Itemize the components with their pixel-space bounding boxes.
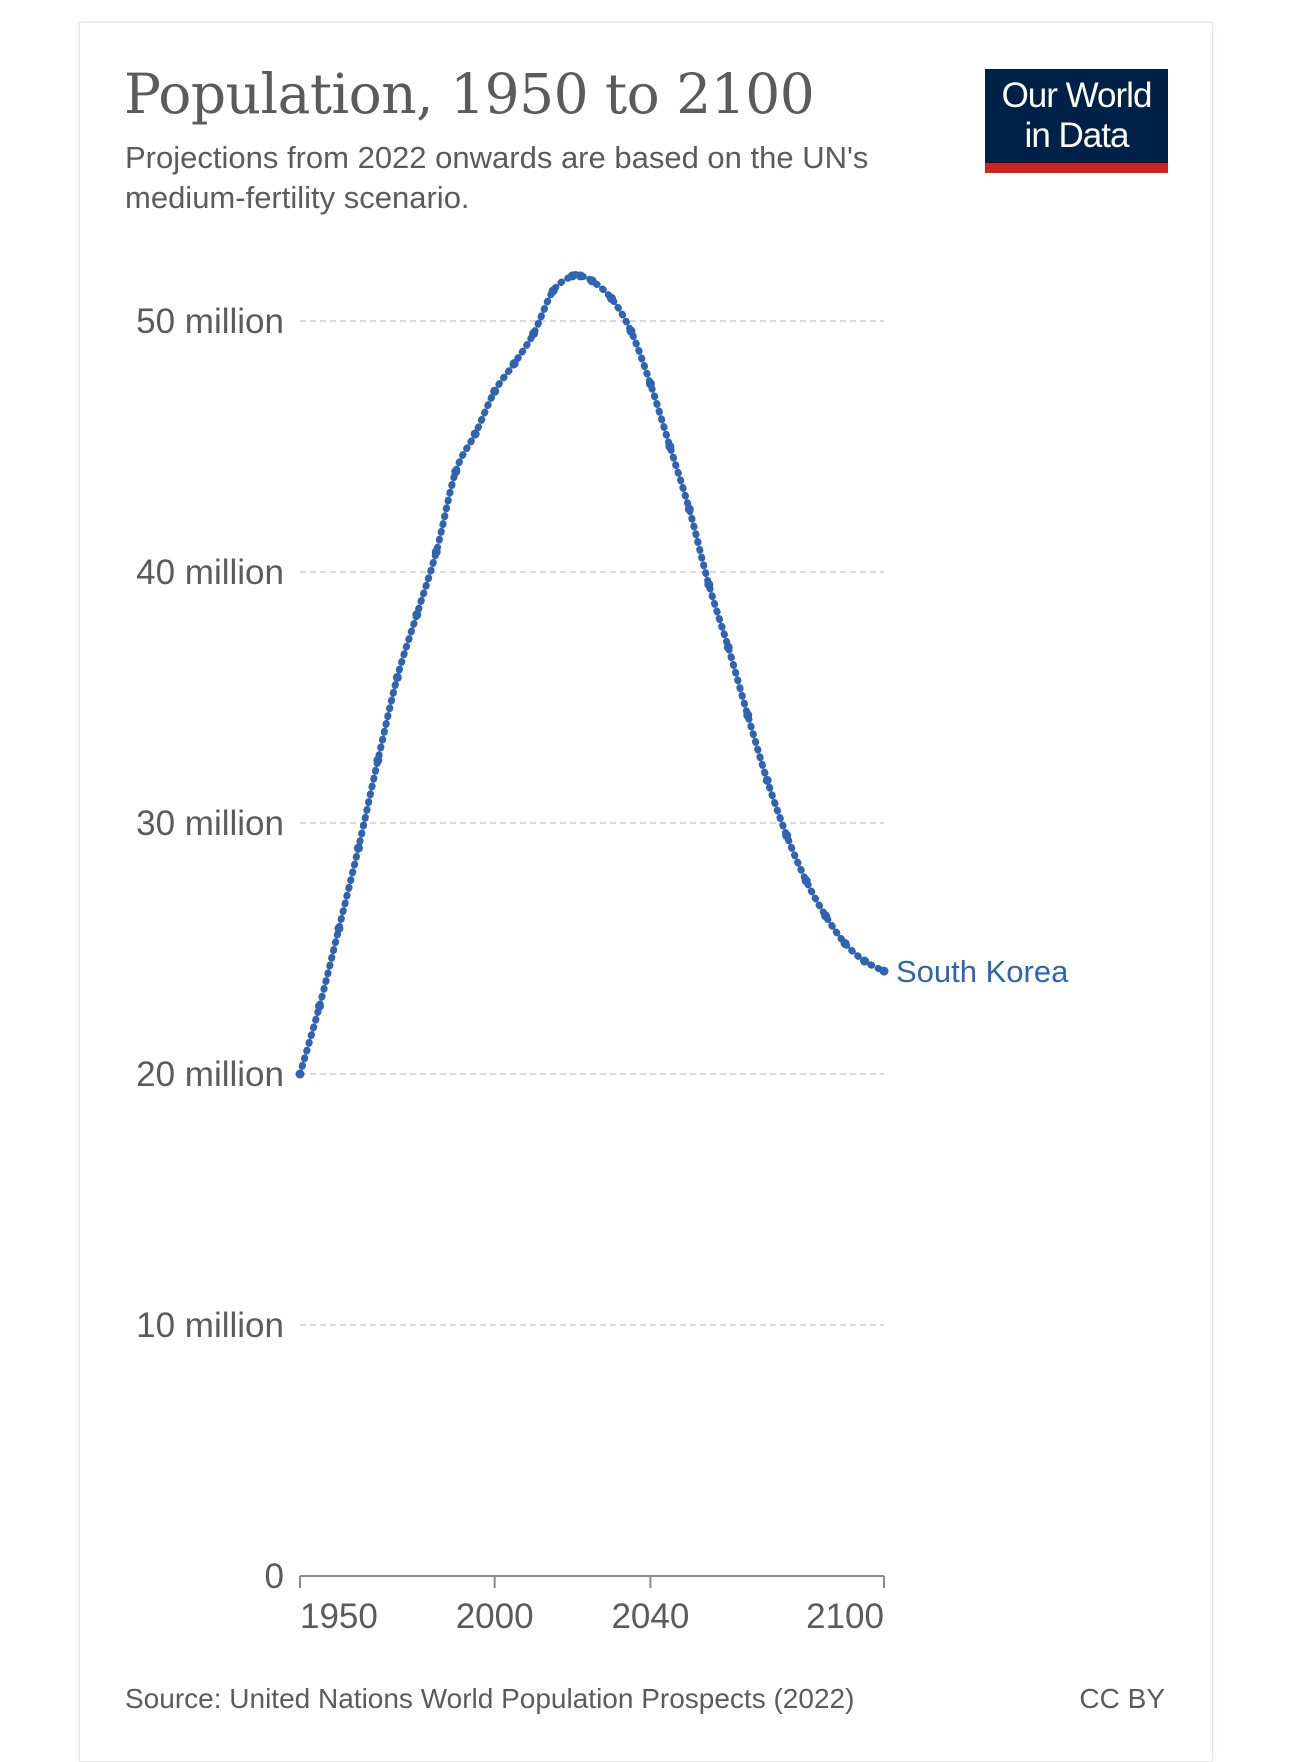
data-point[interactable] [412, 610, 422, 620]
data-point[interactable] [860, 956, 870, 966]
data-point[interactable] [626, 326, 636, 336]
data-point[interactable] [762, 775, 772, 785]
data-point[interactable] [684, 504, 694, 514]
series-layer: South Korea [295, 271, 1069, 1079]
data-point[interactable] [723, 642, 733, 652]
data-point[interactable] [392, 672, 402, 682]
data-point[interactable] [353, 843, 363, 853]
x-tick-label: 1950 [300, 1597, 378, 1636]
x-tick-label: 2000 [456, 1597, 534, 1636]
data-point[interactable] [529, 329, 539, 339]
chart-title: Population, 1950 to 2100 [124, 62, 815, 126]
data-point[interactable] [490, 386, 500, 396]
data-point[interactable] [704, 580, 714, 590]
data-point[interactable] [645, 379, 655, 389]
data-point[interactable] [879, 966, 889, 976]
y-tick-label: 50 million [136, 302, 284, 341]
chart-card [79, 22, 1213, 1762]
data-point[interactable] [743, 710, 753, 720]
data-point[interactable] [587, 276, 597, 286]
data-point[interactable] [665, 442, 675, 451]
y-tick-label: 30 million [136, 804, 284, 843]
data-point[interactable] [451, 467, 461, 477]
data-point[interactable] [295, 1069, 305, 1079]
data-point[interactable] [548, 286, 558, 296]
data-point[interactable] [782, 831, 792, 841]
data-point[interactable] [606, 293, 616, 303]
data-point[interactable] [314, 1001, 324, 1011]
source-note[interactable]: Source: United Nations World Population … [125, 1683, 855, 1714]
y-axis-ticks: 0 10 million 20 million 30 million 40 millio… [136, 302, 284, 1596]
data-point[interactable] [840, 938, 850, 948]
owid-logo[interactable]: Our World in Data [985, 69, 1168, 173]
data-point[interactable] [334, 923, 344, 933]
series-label[interactable]: South Korea [896, 954, 1069, 989]
y-tick-label: 20 million [136, 1055, 284, 1094]
x-axis: 1950 2000 2040 2100 [299, 1575, 885, 1636]
logo-line-1: Our World [1001, 76, 1153, 115]
data-point[interactable] [509, 359, 519, 369]
y-tick-label: 40 million [136, 553, 284, 592]
grid-lines [300, 320, 884, 1326]
data-point[interactable] [801, 876, 811, 886]
data-point[interactable] [431, 547, 441, 557]
y-tick-label: 0 [265, 1557, 284, 1596]
license-link[interactable]: CC BY [1079, 1683, 1165, 1714]
data-point[interactable] [568, 271, 578, 281]
data-point[interactable] [575, 271, 585, 281]
data-point[interactable] [373, 755, 383, 765]
series-line-south-korea[interactable] [296, 271, 888, 1078]
chart-subtitle: Projections from 2022 onwards are based … [125, 140, 869, 215]
x-tick-label: 2040 [611, 1597, 689, 1636]
data-point[interactable] [821, 911, 831, 921]
logo-line-2: in Data [1024, 116, 1130, 155]
data-point[interactable] [470, 429, 480, 439]
y-tick-label: 10 million [136, 1306, 284, 1345]
x-tick-label: 2100 [806, 1597, 884, 1636]
